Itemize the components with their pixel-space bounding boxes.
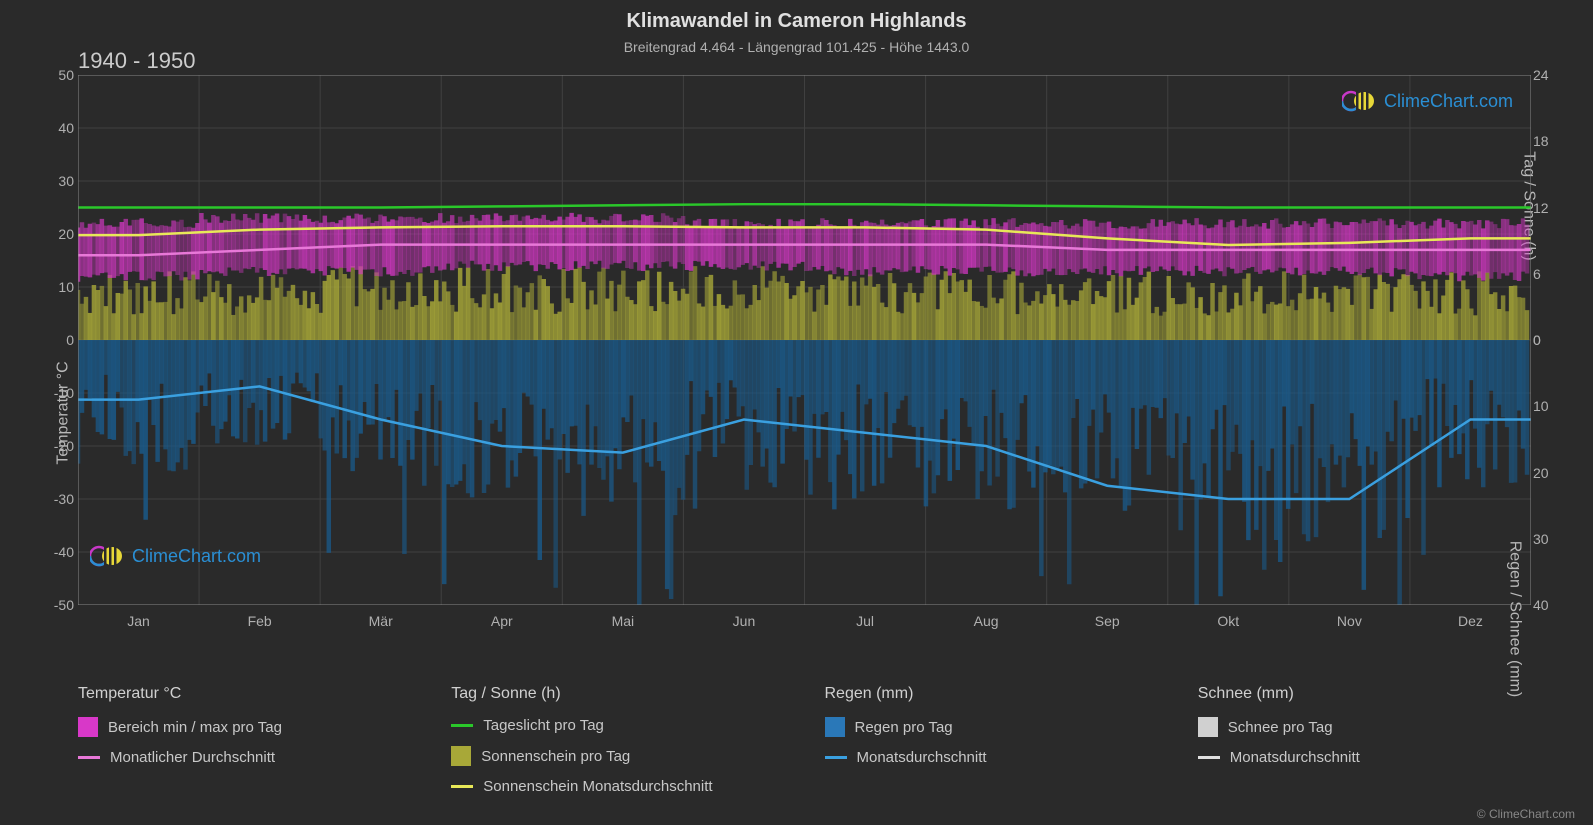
ytick-left: -40 [50,544,74,560]
ytick-right: 6 [1533,266,1557,282]
period-label: 1940 - 1950 [78,48,195,74]
legend-item: Regen pro Tag [825,717,1158,737]
legend-swatch [451,724,473,727]
legend-title: Schnee (mm) [1198,685,1531,703]
legend-swatch [825,756,847,759]
xtick: Apr [491,613,513,629]
ytick-left: -50 [50,597,74,613]
legend-label: Sonnenschein Monatsdurchschnitt [483,778,712,795]
ytick-right: 10 [1533,398,1557,414]
xtick: Okt [1217,613,1239,629]
xtick: Dez [1458,613,1483,629]
legend-item: Schnee pro Tag [1198,717,1531,737]
legend-title: Regen (mm) [825,685,1158,703]
watermark-bottom: ClimeChart.com [90,545,261,567]
plot-area [78,75,1531,605]
watermark-text: ClimeChart.com [1384,91,1513,112]
legend-label: Sonnenschein pro Tag [481,748,630,765]
ytick-left: -20 [50,438,74,454]
copyright: © ClimeChart.com [1477,807,1575,821]
legend-label: Regen pro Tag [855,719,953,736]
legend-title: Tag / Sonne (h) [451,685,784,703]
watermark-text: ClimeChart.com [132,546,261,567]
legend-label: Monatlicher Durchschnitt [110,749,275,766]
legend-swatch [825,717,845,737]
legend-col-sun: Tag / Sonne (h) Tageslicht pro Tag Sonnen… [451,685,784,807]
ytick-left: -30 [50,491,74,507]
ytick-left: -10 [50,385,74,401]
legend-col-snow: Schnee (mm) Schnee pro Tag Monatsdurchsch… [1198,685,1531,807]
ytick-left: 10 [50,279,74,295]
legend-item: Sonnenschein pro Tag [451,746,784,766]
ytick-right: 0 [1533,332,1557,348]
legend-label: Tageslicht pro Tag [483,717,604,734]
legend-label: Schnee pro Tag [1228,719,1333,736]
chart-title: Klimawandel in Cameron Highlands [0,0,1593,33]
ytick-right: 18 [1533,133,1557,149]
ytick-right: 24 [1533,67,1557,83]
xtick: Jul [856,613,874,629]
legend-swatch [78,717,98,737]
legend-item: Monatsdurchschnitt [1198,749,1531,766]
xtick: Feb [248,613,272,629]
xtick: Aug [974,613,999,629]
legend: Temperatur °C Bereich min / max pro Tag M… [78,685,1531,807]
legend-col-temp: Temperatur °C Bereich min / max pro Tag M… [78,685,411,807]
ytick-right: 40 [1533,597,1557,613]
ytick-left: 50 [50,67,74,83]
legend-col-rain: Regen (mm) Regen pro Tag Monatsdurchschni… [825,685,1158,807]
ytick-left: 20 [50,226,74,242]
xtick: Mär [369,613,393,629]
legend-swatch [1198,717,1218,737]
legend-item: Sonnenschein Monatsdurchschnitt [451,778,784,795]
xtick: Sep [1095,613,1120,629]
ytick-right: 30 [1533,531,1557,547]
ytick-left: 30 [50,173,74,189]
ytick-left: 0 [50,332,74,348]
legend-swatch [451,785,473,788]
xtick: Nov [1337,613,1362,629]
watermark-top: ClimeChart.com [1342,90,1513,112]
legend-item: Bereich min / max pro Tag [78,717,411,737]
chart-subtitle: Breitengrad 4.464 - Längengrad 101.425 -… [0,39,1593,55]
chart-container: Klimawandel in Cameron Highlands Breiten… [0,0,1593,825]
ytick-right: 12 [1533,200,1557,216]
legend-item: Tageslicht pro Tag [451,717,784,734]
xtick: Jan [127,613,150,629]
xtick: Mai [612,613,635,629]
legend-swatch [451,746,471,766]
legend-label: Bereich min / max pro Tag [108,719,282,736]
ytick-left: 40 [50,120,74,136]
ytick-right: 20 [1533,465,1557,481]
legend-title: Temperatur °C [78,685,411,703]
logo-icon [90,545,126,567]
legend-item: Monatlicher Durchschnitt [78,749,411,766]
legend-swatch [78,756,100,759]
legend-swatch [1198,756,1220,759]
plot-svg [78,75,1531,605]
xtick: Jun [733,613,756,629]
legend-item: Monatsdurchschnitt [825,749,1158,766]
legend-label: Monatsdurchschnitt [1230,749,1360,766]
legend-label: Monatsdurchschnitt [857,749,987,766]
logo-icon [1342,90,1378,112]
